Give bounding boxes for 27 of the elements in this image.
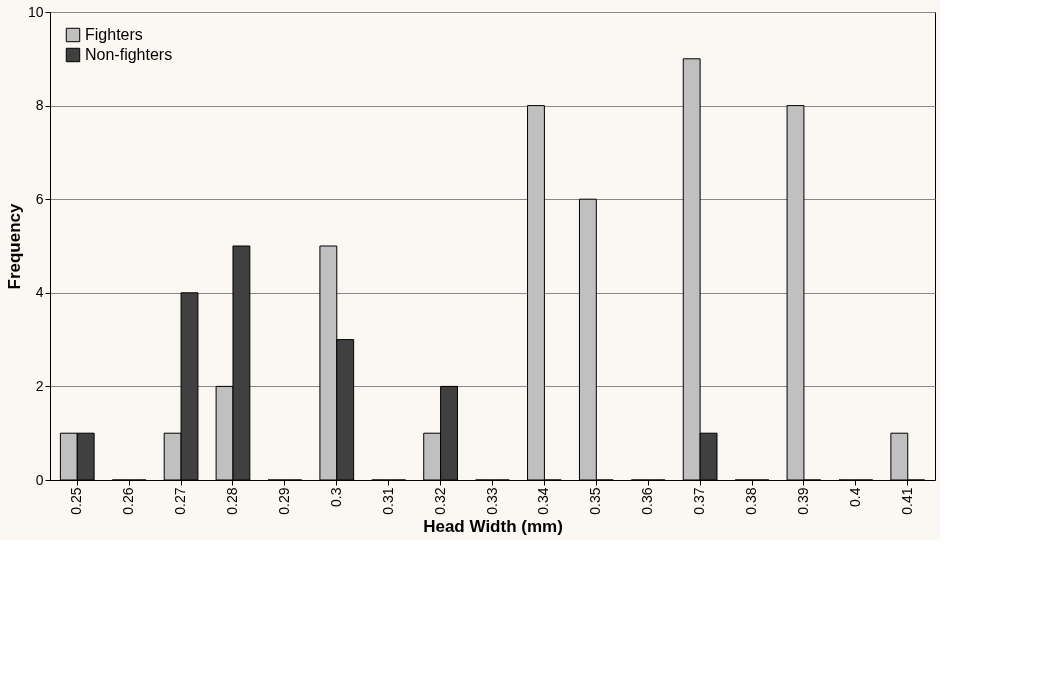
- x-tick-label: 0.34: [535, 487, 552, 515]
- x-tick-label: 0.39: [794, 487, 811, 515]
- x-tick-label: 0.41: [898, 487, 915, 515]
- x-axis-title: Head Width (mm): [423, 516, 563, 536]
- x-tick-label: 0.38: [743, 487, 760, 515]
- x-tick-label: 0.28: [223, 487, 240, 515]
- x-tick-label: 0.27: [172, 487, 189, 515]
- y-tick-label: 6: [35, 190, 44, 207]
- legend-label: Non-fighters: [85, 46, 173, 63]
- y-tick-label: 4: [35, 284, 44, 301]
- x-tick-label: 0.32: [431, 487, 448, 515]
- x-tick-label: 0.29: [275, 487, 292, 515]
- x-tick-label: 0.4: [846, 487, 863, 507]
- y-tick-label: 8: [35, 97, 44, 114]
- y-tick-label: 10: [27, 3, 44, 20]
- legend-label: Fighters: [85, 26, 143, 43]
- x-tick-label: 0.33: [483, 487, 500, 515]
- x-tick-label: 0.35: [587, 487, 604, 515]
- x-tick-label: 0.3: [327, 487, 344, 507]
- x-tick-label: 0.37: [691, 487, 708, 515]
- x-tick-label: 0.26: [120, 487, 137, 515]
- x-tick-label: 0.25: [68, 487, 85, 515]
- x-tick-label: 0.36: [639, 487, 656, 515]
- x-tick-label: 0.31: [379, 487, 396, 515]
- y-tick-label: 0: [35, 471, 44, 488]
- y-tick-label: 2: [35, 377, 44, 394]
- y-axis-title: Frequency: [4, 202, 24, 290]
